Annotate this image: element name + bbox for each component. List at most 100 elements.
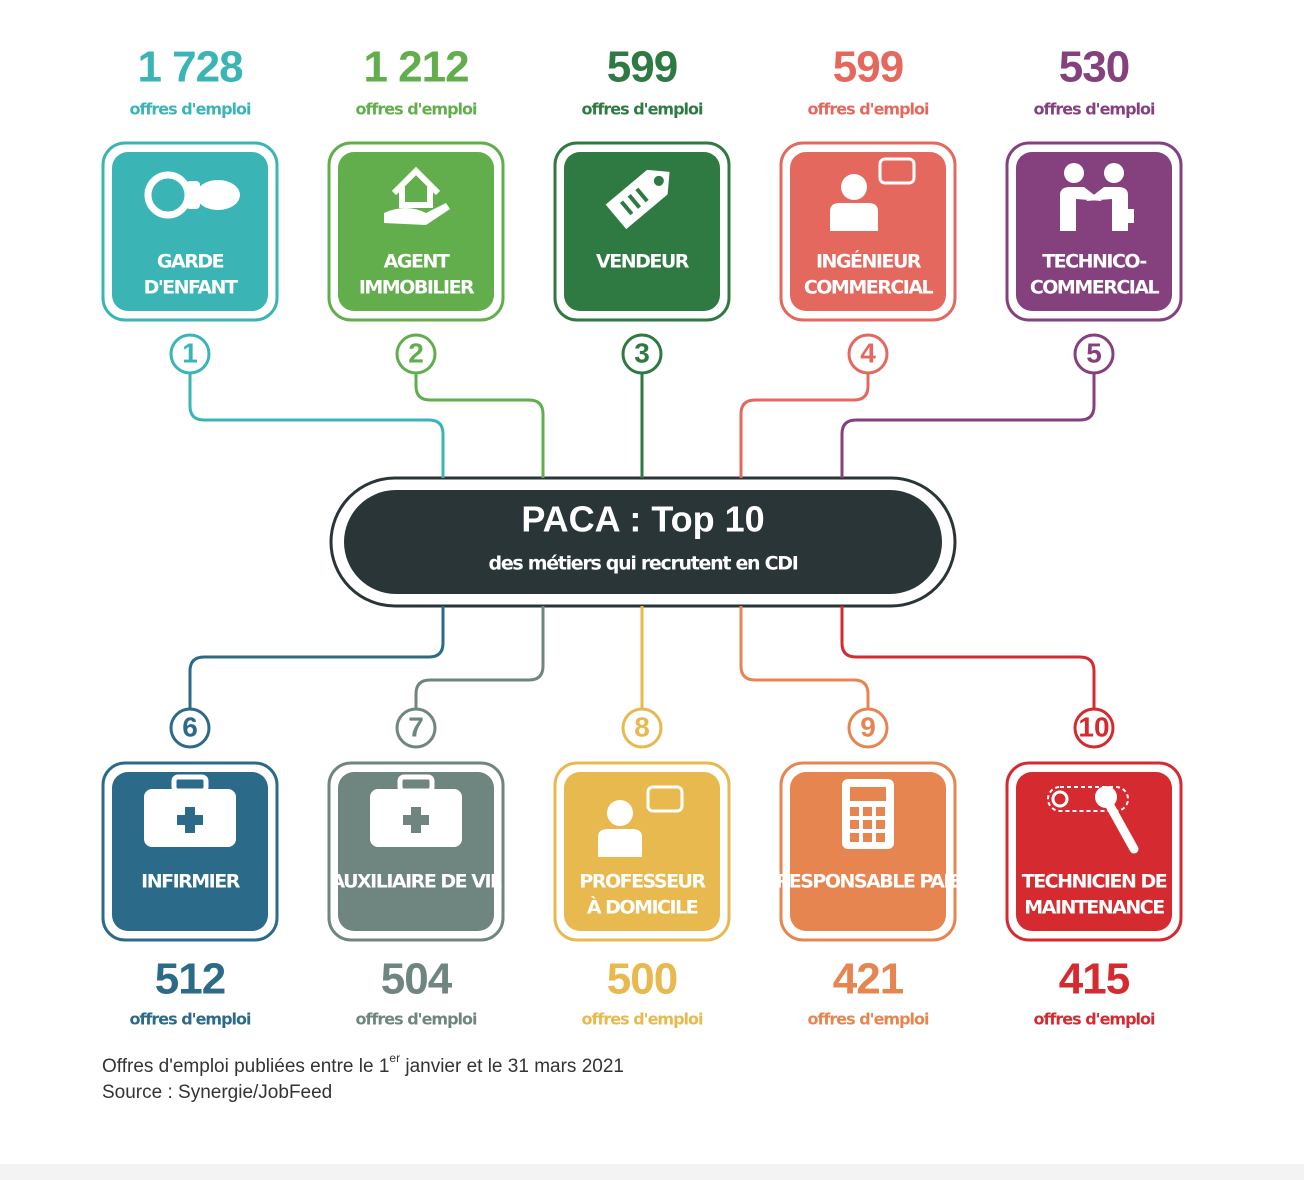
icon (605, 169, 670, 230)
rank: 4 (860, 337, 876, 368)
icon (850, 833, 859, 842)
icon (1104, 163, 1124, 183)
card (1016, 152, 1172, 311)
job-count: 599 (833, 43, 903, 92)
rank-badge (621, 333, 663, 375)
job-count: 599 (607, 43, 677, 92)
card-label: TECHNICIEN DE (1022, 871, 1167, 893)
icon (841, 174, 867, 200)
icon (598, 785, 684, 857)
job-count: 1 212 (363, 43, 468, 92)
icon (876, 820, 885, 829)
icon (186, 181, 200, 209)
icon (863, 833, 872, 842)
connector (414, 606, 545, 708)
connector (188, 374, 445, 478)
rank: 9 (860, 711, 876, 742)
rank-badge (621, 707, 663, 749)
card (564, 152, 720, 311)
icon (1064, 163, 1084, 183)
icon (1047, 786, 1129, 812)
job-count: 421 (833, 955, 904, 1004)
subtitle: des métiers qui recrutent en CDI (489, 553, 798, 575)
icon (850, 820, 859, 829)
card-label: GARDE (157, 251, 224, 273)
rank-badge (395, 707, 437, 749)
card-label: MAINTENANCE (1024, 897, 1164, 919)
count-unit: offres d'emploi (355, 1010, 477, 1029)
count-unit: offres d'emploi (355, 100, 477, 119)
icon (605, 169, 670, 230)
icon (1060, 163, 1134, 231)
footnote: Offres d'emploi publiées entre le 1er ja… (102, 1051, 624, 1077)
icon (403, 807, 429, 833)
icon (863, 807, 872, 816)
card-label: À DOMICILE (587, 896, 698, 919)
card (1016, 772, 1172, 931)
count-unit: offres d'emploi (807, 1010, 929, 1029)
rank-badge (1073, 707, 1115, 749)
count-unit: offres d'emploi (129, 1010, 251, 1029)
rank-badge (169, 333, 211, 375)
footnote-part: Offres d'emploi publiées entre le 1 (102, 1056, 389, 1077)
icon (620, 200, 634, 216)
job-count: 530 (1059, 43, 1129, 92)
icon (635, 187, 649, 203)
icon (391, 166, 441, 208)
icon (1047, 786, 1139, 854)
bottom-strip (0, 1164, 1304, 1180)
connector (414, 374, 545, 478)
icon (627, 194, 642, 209)
icon (605, 169, 670, 230)
card-label: D'ENFANT (144, 277, 238, 299)
rank-badge (169, 707, 211, 749)
connector (840, 606, 1096, 708)
footnote-sup: er (389, 1051, 400, 1065)
card-label: TECHNICO- (1042, 251, 1146, 273)
rank: 1 (182, 337, 198, 368)
icon (171, 774, 209, 794)
connector (739, 606, 870, 708)
icon (653, 175, 664, 186)
title-pill (344, 490, 942, 594)
icon (842, 779, 894, 849)
job-count: 504 (381, 955, 453, 1004)
icon (878, 157, 916, 185)
card (338, 152, 494, 311)
card-label: INGÉNIEUR (816, 250, 922, 273)
job-count: 512 (155, 955, 225, 1004)
job-count: 1 728 (137, 43, 243, 92)
card (790, 152, 946, 311)
icon (144, 171, 240, 219)
connector (188, 606, 445, 708)
card-label: RESPONSABLE PAIE (776, 871, 961, 893)
icon (177, 807, 203, 833)
title: PACA : Top 10 (521, 499, 764, 540)
card-label: AUXILIAIRE DE VIE (330, 871, 502, 893)
icon (850, 807, 859, 816)
icon (384, 203, 450, 225)
footnote-part: janvier et le 31 mars 2021 (400, 1056, 624, 1077)
icon (384, 166, 450, 225)
card (790, 772, 946, 931)
icon (144, 774, 236, 847)
icon (830, 203, 878, 231)
card-label: PROFESSEUR (579, 871, 706, 893)
rank-badge (395, 333, 437, 375)
icon (863, 820, 872, 829)
icon (646, 785, 684, 813)
job-count: 415 (1059, 955, 1130, 1004)
icon (1095, 786, 1117, 808)
icon (196, 180, 240, 210)
icon (850, 787, 886, 801)
icon (876, 833, 885, 842)
rank: 6 (182, 711, 198, 742)
icon (607, 800, 633, 826)
card-label: COMMERCIAL (1030, 277, 1160, 299)
rank: 2 (408, 337, 424, 368)
count-unit: offres d'emploi (581, 1010, 703, 1029)
rank-badge (847, 333, 889, 375)
icon (397, 774, 435, 794)
count-unit: offres d'emploi (581, 100, 703, 119)
